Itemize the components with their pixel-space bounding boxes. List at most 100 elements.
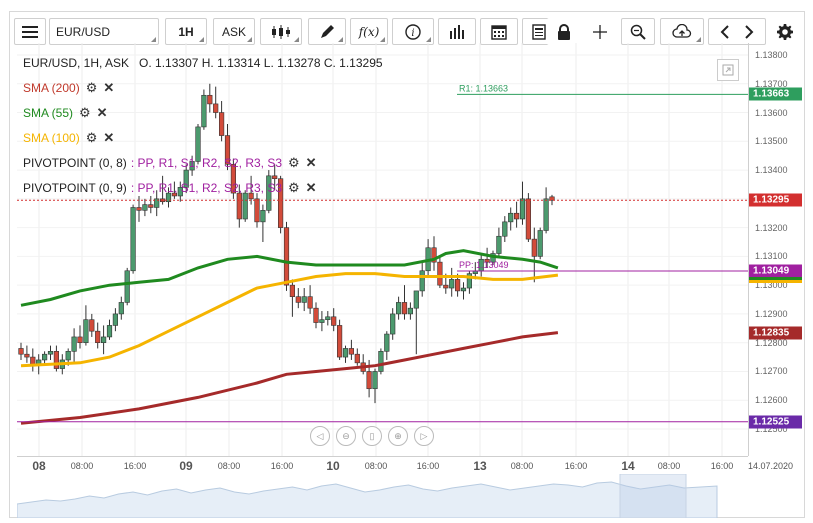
pivot1-label[interactable]: PIVOTPOINT (0, 8) [23, 156, 127, 170]
support-price-label: 1.12525 [749, 415, 802, 429]
sma55-axis-mark [749, 277, 802, 281]
sma55-label[interactable]: SMA (55) [23, 106, 74, 120]
time-tick: 16:00 [123, 461, 147, 471]
candle-body [354, 353, 360, 364]
info-icon: i [405, 23, 421, 40]
navigator-area [17, 481, 718, 518]
candle-body [331, 316, 337, 326]
navigator-overview[interactable] [17, 474, 803, 518]
candle-body [407, 307, 414, 315]
candle-body [148, 204, 154, 208]
legend-pivot2: PIVOTPOINT (0, 9) : PP, R1, S1, R2, S2, … [23, 180, 317, 196]
zoom-in-icon[interactable]: ⊕ [388, 426, 408, 446]
close-icon[interactable]: ✕ [305, 155, 317, 170]
chart-nav-controls: ◁ ⊖ ▯ ⊕ ▷ [310, 426, 434, 446]
candle-body [454, 279, 461, 292]
draw-tool-button[interactable] [308, 18, 346, 45]
candle-body [384, 333, 390, 352]
calendar-button[interactable] [480, 18, 518, 45]
time-tick: 14.07.2020 [747, 461, 793, 471]
candle-body [248, 192, 254, 200]
hamburger-menu-button[interactable] [14, 18, 46, 45]
candle-body [183, 169, 189, 188]
candle-body [207, 94, 213, 105]
news-icon [532, 23, 546, 40]
cloud-upload-icon [672, 23, 692, 38]
gear-icon[interactable]: ⚙ [79, 105, 91, 120]
legend-sma55: SMA (55) ⚙ ✕ [23, 105, 108, 121]
time-tick: 08:00 [657, 461, 681, 471]
candle-body [319, 319, 325, 323]
candle-body [201, 94, 207, 128]
candle-body [502, 221, 508, 237]
gear-icon[interactable]: ⚙ [288, 180, 300, 195]
candle-body [301, 296, 307, 303]
candle-body [154, 198, 160, 208]
candle-body [449, 279, 455, 289]
settings-button[interactable] [771, 18, 799, 45]
pivot2-label[interactable]: PIVOTPOINT (0, 9) [23, 181, 127, 195]
candle-body [260, 210, 266, 223]
candle-body [295, 296, 301, 303]
candle-body [224, 135, 231, 165]
close-icon[interactable]: ✕ [305, 180, 317, 195]
zoom-button[interactable] [621, 18, 655, 45]
chevron-right-icon[interactable] [742, 24, 756, 40]
gear-icon [777, 23, 793, 40]
gear-icon[interactable]: ⚙ [85, 80, 98, 95]
candle-body [531, 238, 537, 257]
r1-label: R1: 1.13663 [459, 83, 508, 93]
candle-body [89, 319, 95, 332]
candle-body [242, 192, 248, 220]
volume-button[interactable] [438, 18, 476, 45]
gear-icon[interactable]: ⚙ [288, 155, 300, 170]
close-icon[interactable]: ✕ [96, 105, 108, 120]
price-axis[interactable]: 1.138001.137001.136001.135001.134001.133… [748, 43, 806, 456]
close-icon[interactable]: ✕ [103, 130, 115, 145]
indicators-button[interactable]: f(x) [350, 18, 388, 45]
time-tick: 16:00 [564, 461, 588, 471]
symbol-selector[interactable]: EUR/USD [49, 18, 159, 45]
candle-body [496, 235, 502, 254]
scroll-left-icon[interactable]: ◁ [310, 426, 330, 446]
candle-body [395, 302, 402, 315]
reset-icon[interactable]: ▯ [362, 426, 382, 446]
candle-body [466, 273, 473, 289]
gear-icon[interactable]: ⚙ [85, 130, 98, 145]
price-tick: 1.13500 [755, 136, 788, 147]
chart-type-button[interactable] [260, 18, 302, 45]
timeframe-selector[interactable]: 1H [165, 18, 207, 45]
price-type-selector[interactable]: ASK [213, 18, 255, 45]
candle-body [24, 353, 30, 358]
candle-body [71, 336, 77, 352]
price-tick: 1.13200 [755, 222, 788, 233]
candle-body [53, 351, 59, 369]
sma100-label[interactable]: SMA (100) [23, 131, 80, 145]
sma100-axis-mark [749, 280, 802, 284]
price-chart[interactable]: R1: 1.13663 PP: 1.13049 [17, 43, 748, 456]
sma200-label[interactable]: SMA (200) [23, 81, 80, 95]
info-button[interactable]: i [392, 18, 434, 45]
fx-label: f(x) [358, 24, 380, 39]
candle-body [219, 112, 225, 136]
candlestick-icon [272, 24, 290, 39]
candle-body [325, 316, 331, 320]
candle-body [378, 351, 384, 372]
navigator-window [619, 474, 687, 518]
scroll-right-icon[interactable]: ▷ [414, 426, 434, 446]
crosshair-button[interactable] [585, 18, 615, 45]
fullscreen-button[interactable] [717, 59, 739, 81]
candle-body [277, 178, 284, 228]
time-tick: 08:00 [510, 461, 534, 471]
candle-body [543, 198, 549, 231]
time-axis[interactable]: 08 08:00 16:00 09 08:00 16:00 10 08:00 16:00 13 08… [17, 456, 793, 475]
cloud-upload-button[interactable] [660, 18, 704, 45]
lock-button[interactable] [547, 18, 581, 45]
time-day-tick: 14 [621, 459, 635, 473]
zoom-out-icon[interactable]: ⊖ [336, 426, 356, 446]
close-icon[interactable]: ✕ [103, 80, 115, 95]
candle-body [189, 161, 195, 171]
time-tick: 16:00 [416, 461, 440, 471]
last-price-label: 1.13295 [749, 193, 802, 207]
chevron-left-icon[interactable] [718, 24, 732, 40]
